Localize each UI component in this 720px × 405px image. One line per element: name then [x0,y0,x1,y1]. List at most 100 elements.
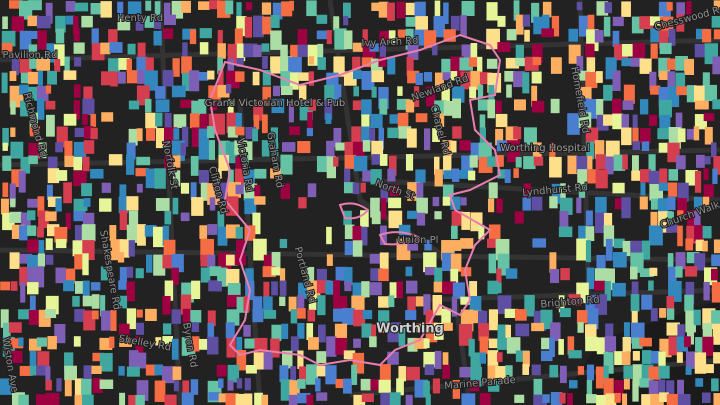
building [622,154,628,170]
building [461,44,471,58]
building [423,351,437,368]
building [270,30,282,50]
building [442,364,450,379]
building [623,322,630,337]
building [577,169,588,186]
building [432,196,440,207]
building [630,266,638,280]
building [119,267,128,289]
building [425,322,438,343]
building [73,156,83,171]
building [2,155,12,171]
street-label: Union Pl [398,235,439,246]
building [90,168,104,179]
building [641,240,651,260]
building [559,392,566,404]
building [308,56,314,65]
building [603,16,611,37]
building [144,225,157,237]
building [162,225,169,246]
building [36,98,45,120]
building [74,225,84,247]
street-label: Ivy Arch Rd [361,36,419,50]
building [469,380,480,392]
building [469,86,477,99]
building [54,226,68,243]
building [207,224,218,235]
building [576,56,584,72]
building [641,141,650,152]
building [549,364,559,378]
building [335,142,346,151]
building [648,225,663,246]
building [479,336,489,354]
building [388,210,403,229]
building [91,365,102,374]
building [82,295,92,307]
building [27,210,36,221]
building [666,393,681,405]
building [297,392,311,404]
building [281,350,293,369]
building [567,336,575,355]
building [2,142,8,151]
building [45,2,53,24]
building [612,30,620,47]
building [20,100,29,117]
building [344,240,357,256]
building [181,0,191,13]
building [397,112,409,130]
building [64,352,74,372]
building [271,142,279,159]
building [47,70,57,85]
building [362,170,373,182]
building [234,168,246,187]
building [272,2,283,20]
building [496,282,502,294]
building [596,98,604,119]
building [522,72,530,94]
building [676,86,689,96]
building [290,309,298,324]
building [262,56,268,69]
building [225,141,238,164]
building [37,226,44,238]
building [73,84,81,98]
building [307,183,317,198]
building [685,366,692,375]
building [630,240,643,263]
building [173,128,180,140]
building [254,196,266,205]
building [144,98,152,113]
building [496,352,503,362]
building [108,154,123,166]
building [407,240,419,251]
building [695,337,707,356]
building [693,85,706,102]
building [180,99,194,108]
building [389,114,404,124]
building [73,16,79,36]
building [217,84,230,98]
building [352,225,362,243]
building [406,280,418,294]
building [622,393,628,405]
building [307,337,319,350]
building [81,224,96,242]
building [488,182,498,199]
building [360,210,369,228]
building [217,267,228,287]
building [189,70,200,92]
building [614,392,621,403]
building [371,140,384,157]
building [254,184,261,201]
building [468,57,482,67]
building [110,310,117,331]
building [155,198,170,211]
building [171,0,184,19]
building [99,352,113,372]
building [146,254,153,273]
building [603,225,615,247]
building [353,86,360,97]
building [297,378,306,389]
